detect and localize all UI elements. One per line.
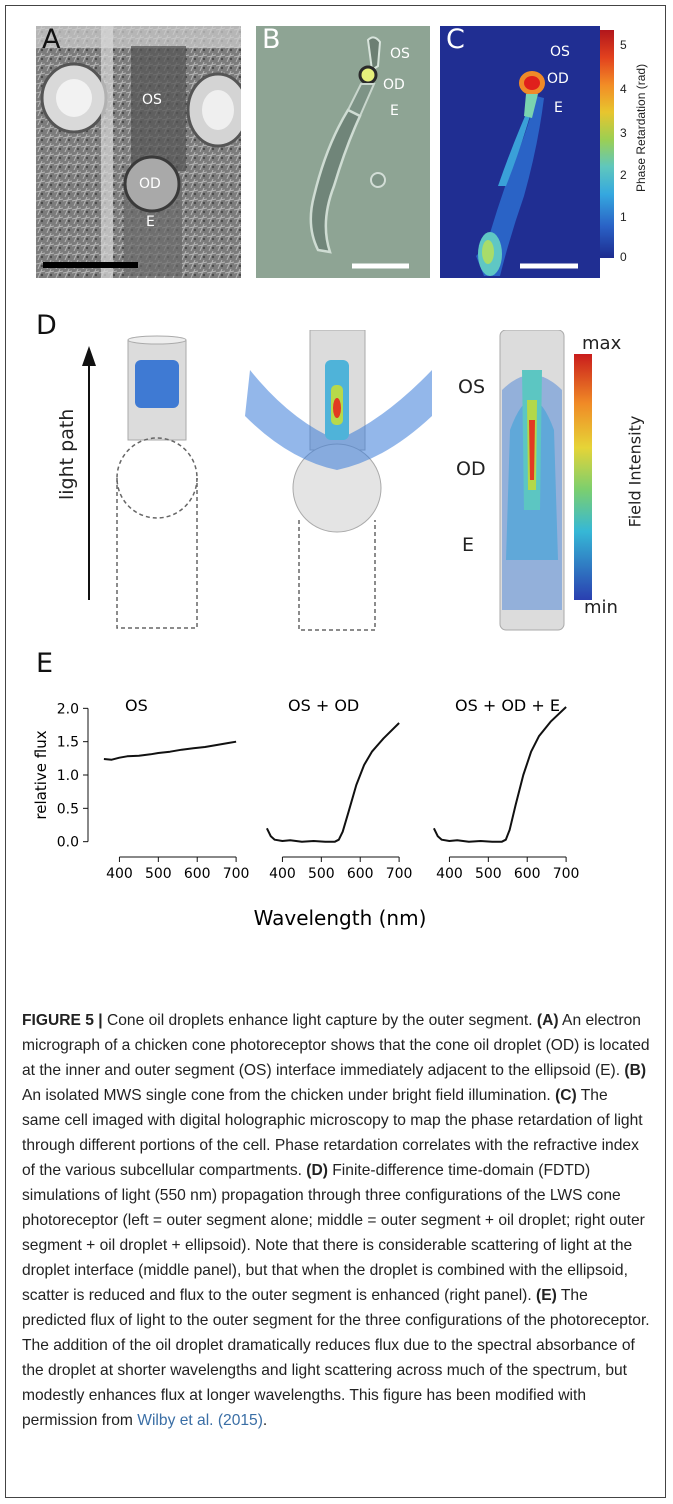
caption-b-tag: (B) — [624, 1062, 647, 1079]
panel-c-phase-map — [440, 26, 600, 278]
light-path-arrowhead — [82, 346, 96, 366]
phase-colorbar-ticks: 5 4 3 2 1 0 — [620, 30, 640, 265]
series-line — [103, 740, 237, 761]
brightfield-b-image — [256, 26, 430, 278]
tick-0: 0 — [620, 250, 627, 264]
label-b-od: OD — [383, 77, 405, 93]
panel-b-brightfield — [256, 26, 430, 278]
caption-a-text: An electron micrograph of a chicken cone… — [22, 1012, 650, 1079]
phase-colorbar-title: Phase Retardation (rad) — [634, 63, 648, 192]
caption-b-text: An isolated MWS single cone from the chi… — [22, 1087, 556, 1104]
flux-charts: OS 400 500 600 700 0.0 0.5 1.0 1.5 2.0 relative fl… — [32, 696, 580, 930]
chart-title: OS — [125, 696, 148, 715]
y-tick-label: 1.5 — [57, 735, 79, 751]
caption-lead: FIGURE 5 | — [22, 1012, 103, 1029]
y-tick-label: 2.0 — [57, 701, 79, 717]
field-colorbar-title: Field Intensity — [625, 415, 645, 528]
caption-e-text: The predicted flux of light to the outer… — [22, 1287, 650, 1429]
series-line — [266, 722, 400, 843]
caption-d-tag: (D) — [306, 1162, 328, 1179]
x-tick-label: 600 — [514, 866, 541, 882]
caption-intro: Cone oil droplets enhance light capture … — [102, 1012, 537, 1029]
y-tick-label: 0.0 — [57, 835, 79, 851]
x-tick-label: 400 — [106, 866, 133, 882]
x-tick-label: 700 — [553, 866, 580, 882]
tick-4: 4 — [620, 82, 627, 96]
tick-1: 1 — [620, 210, 627, 224]
light-path-label: light path — [56, 408, 78, 500]
x-tick-label: 400 — [436, 866, 463, 882]
label-c-os: OS — [550, 44, 570, 60]
label-a-e: E — [146, 214, 155, 230]
panel-e-label: E — [36, 648, 54, 679]
tick-5: 5 — [620, 38, 627, 52]
panel-a-label: A — [42, 24, 61, 55]
x-tick-label: 700 — [223, 866, 250, 882]
figure-caption: FIGURE 5 | Cone oil droplets enhance lig… — [22, 1008, 650, 1433]
caption-e-tag: (E) — [536, 1287, 557, 1304]
phase-colorbar — [600, 30, 614, 258]
caption-c-text: The same cell imaged with digital hologr… — [22, 1087, 643, 1179]
caption-d-text: Finite-difference time-domain (FDTD) sim… — [22, 1162, 645, 1304]
x-tick-label: 500 — [308, 866, 335, 882]
fdtd-diagram — [82, 330, 592, 631]
caption-a-tag: (A) — [536, 1012, 559, 1029]
label-c-od: OD — [547, 71, 569, 87]
caption-end: . — [262, 1412, 268, 1429]
label-b-e: E — [390, 103, 399, 119]
field-colorbar — [574, 354, 592, 600]
x-tick-label: 500 — [475, 866, 502, 882]
phase-map-c-image — [440, 26, 600, 278]
label-a-os: OS — [142, 92, 162, 108]
x-tick-label: 700 — [386, 866, 413, 882]
label-a-od: OD — [139, 176, 161, 192]
tick-3: 3 — [620, 126, 627, 140]
y-tick-label: 0.5 — [57, 801, 79, 817]
panel-a-micrograph — [36, 26, 241, 278]
y-tick-label: 1.0 — [57, 768, 79, 784]
label-c-e: E — [554, 100, 563, 116]
x-tick-label: 600 — [347, 866, 374, 882]
label-d-os: OS — [458, 376, 486, 398]
x-tick-label: 400 — [269, 866, 296, 882]
micrograph-a-image — [36, 26, 241, 278]
panel-c-label: C — [446, 24, 465, 55]
x-tick-label: 600 — [184, 866, 211, 882]
chart-title: OS + OD + E — [455, 696, 560, 715]
label-d-e: E — [462, 534, 475, 556]
x-tick-label: 500 — [145, 866, 172, 882]
x-axis-label: Wavelength (nm) — [254, 906, 427, 930]
panel-d-label: D — [36, 310, 57, 341]
series-line — [433, 706, 567, 843]
label-d-od: OD — [456, 458, 486, 480]
tick-2: 2 — [620, 168, 627, 182]
chart-title: OS + OD — [288, 696, 359, 715]
caption-reference-link[interactable]: Wilby et al. (2015) — [137, 1412, 263, 1429]
y-axis-label: relative flux — [32, 730, 50, 819]
figure-frame — [5, 5, 666, 1498]
caption-c-tag: (C) — [555, 1087, 577, 1104]
label-b-os: OS — [390, 46, 410, 62]
field-colorbar-min: min — [584, 597, 618, 618]
panel-b-label: B — [262, 24, 281, 55]
field-colorbar-max: max — [582, 333, 622, 354]
